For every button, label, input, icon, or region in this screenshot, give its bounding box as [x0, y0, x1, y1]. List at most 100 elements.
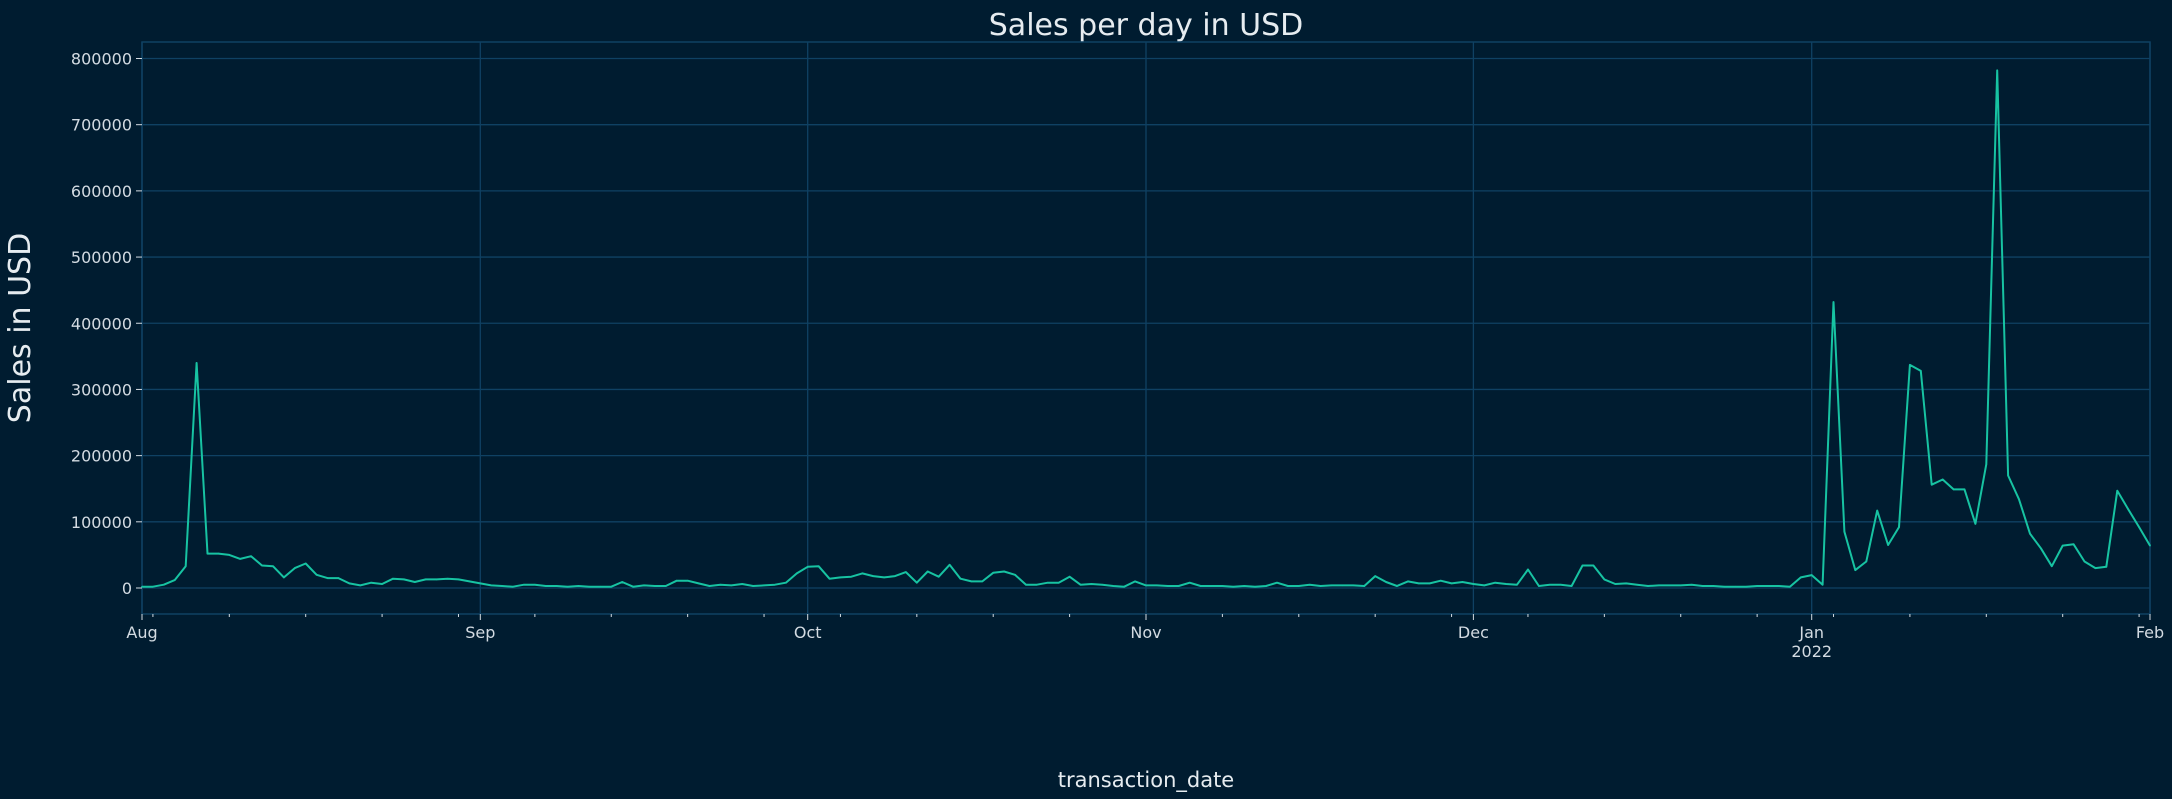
y-tick-label: 600000: [71, 182, 132, 201]
data-point: [1985, 463, 1988, 466]
data-point: [1723, 585, 1726, 588]
data-point: [1439, 579, 1442, 582]
data-point: [2138, 526, 2140, 528]
data-point: [1865, 560, 1868, 563]
data-point: [250, 555, 252, 558]
data-point: [1636, 583, 1638, 586]
data-point: [894, 575, 896, 577]
data-point: [1832, 301, 1835, 303]
data-point: [403, 578, 405, 581]
data-point: [501, 585, 503, 587]
data-point: [1930, 483, 1933, 486]
data-point: [283, 576, 285, 579]
data-point: [1396, 585, 1398, 587]
data-point: [381, 583, 383, 585]
data-point: [1843, 530, 1846, 533]
data-point: [1821, 583, 1824, 586]
data-point: [741, 583, 744, 585]
data-point: [555, 585, 558, 587]
data-point: [675, 579, 678, 582]
data-point: [1407, 580, 1409, 583]
data-point: [304, 562, 307, 565]
data-point: [2127, 508, 2129, 511]
data-point: [1276, 581, 1278, 584]
data-point: [2029, 532, 2031, 535]
data-point: [1581, 564, 1584, 567]
data-point: [468, 580, 471, 583]
data-point: [1756, 585, 1758, 587]
data-point: [2149, 544, 2151, 547]
data-point: [774, 583, 776, 586]
data-point: [1385, 581, 1387, 583]
data-point: [1297, 585, 1300, 587]
data-point: [1068, 575, 1071, 578]
data-point: [839, 576, 842, 579]
y-tick-label: 700000: [71, 116, 132, 135]
data-point: [599, 585, 602, 588]
data-point: [916, 581, 918, 584]
data-point: [872, 575, 874, 577]
data-point: [1472, 583, 1475, 585]
data-point: [1374, 575, 1376, 577]
data-point: [1734, 585, 1737, 588]
data-point: [1559, 583, 1562, 586]
y-axis-label: Sales in USD: [3, 233, 38, 423]
data-point: [1527, 568, 1529, 571]
data-point: [490, 584, 493, 587]
data-point: [534, 583, 536, 586]
data-point: [1363, 585, 1366, 587]
data-point: [1854, 569, 1857, 571]
data-point: [1647, 585, 1649, 587]
data-point: [414, 581, 416, 583]
data-point: [523, 583, 525, 586]
data-point: [479, 582, 482, 585]
data-point: [926, 570, 929, 573]
data-point: [665, 585, 667, 587]
data-point: [239, 558, 242, 560]
data-point: [435, 578, 438, 581]
data-point: [1887, 544, 1889, 546]
data-point: [1188, 581, 1191, 584]
data-point: [1614, 583, 1617, 585]
data-point: [326, 577, 329, 579]
data-point: [1690, 583, 1693, 586]
data-point: [1603, 578, 1606, 581]
data-point: [1570, 585, 1573, 587]
data-point: [566, 585, 569, 588]
data-point: [697, 582, 700, 585]
data-point: [1123, 585, 1125, 588]
data-point: [1145, 584, 1147, 587]
y-tick-label: 0: [122, 579, 132, 598]
data-point: [293, 567, 296, 569]
data-point: [1101, 583, 1104, 586]
data-point: [1014, 573, 1016, 576]
y-tick-label: 200000: [71, 447, 132, 466]
data-point: [1232, 585, 1235, 588]
data-point: [272, 565, 274, 567]
data-point: [610, 585, 613, 588]
data-point: [1920, 370, 1922, 372]
data-point: [2018, 498, 2020, 501]
data-point: [1516, 583, 1518, 586]
data-point: [141, 585, 143, 588]
data-point: [1428, 582, 1431, 585]
y-tick-label: 400000: [71, 314, 132, 333]
data-point: [261, 564, 263, 567]
data-point: [1679, 584, 1682, 587]
data-point: [719, 583, 722, 586]
data-point: [763, 584, 765, 587]
data-point: [195, 362, 198, 364]
data-point: [708, 585, 711, 587]
data-point: [512, 585, 514, 588]
data-point: [337, 577, 340, 579]
data-point: [1352, 584, 1355, 587]
data-point: [981, 580, 984, 583]
data-point: [1046, 581, 1049, 584]
data-point: [1210, 585, 1213, 587]
chart-title: Sales per day in USD: [989, 8, 1303, 43]
data-point: [1134, 580, 1136, 583]
data-point: [1025, 583, 1027, 586]
data-point: [795, 572, 798, 575]
data-point: [752, 585, 754, 587]
